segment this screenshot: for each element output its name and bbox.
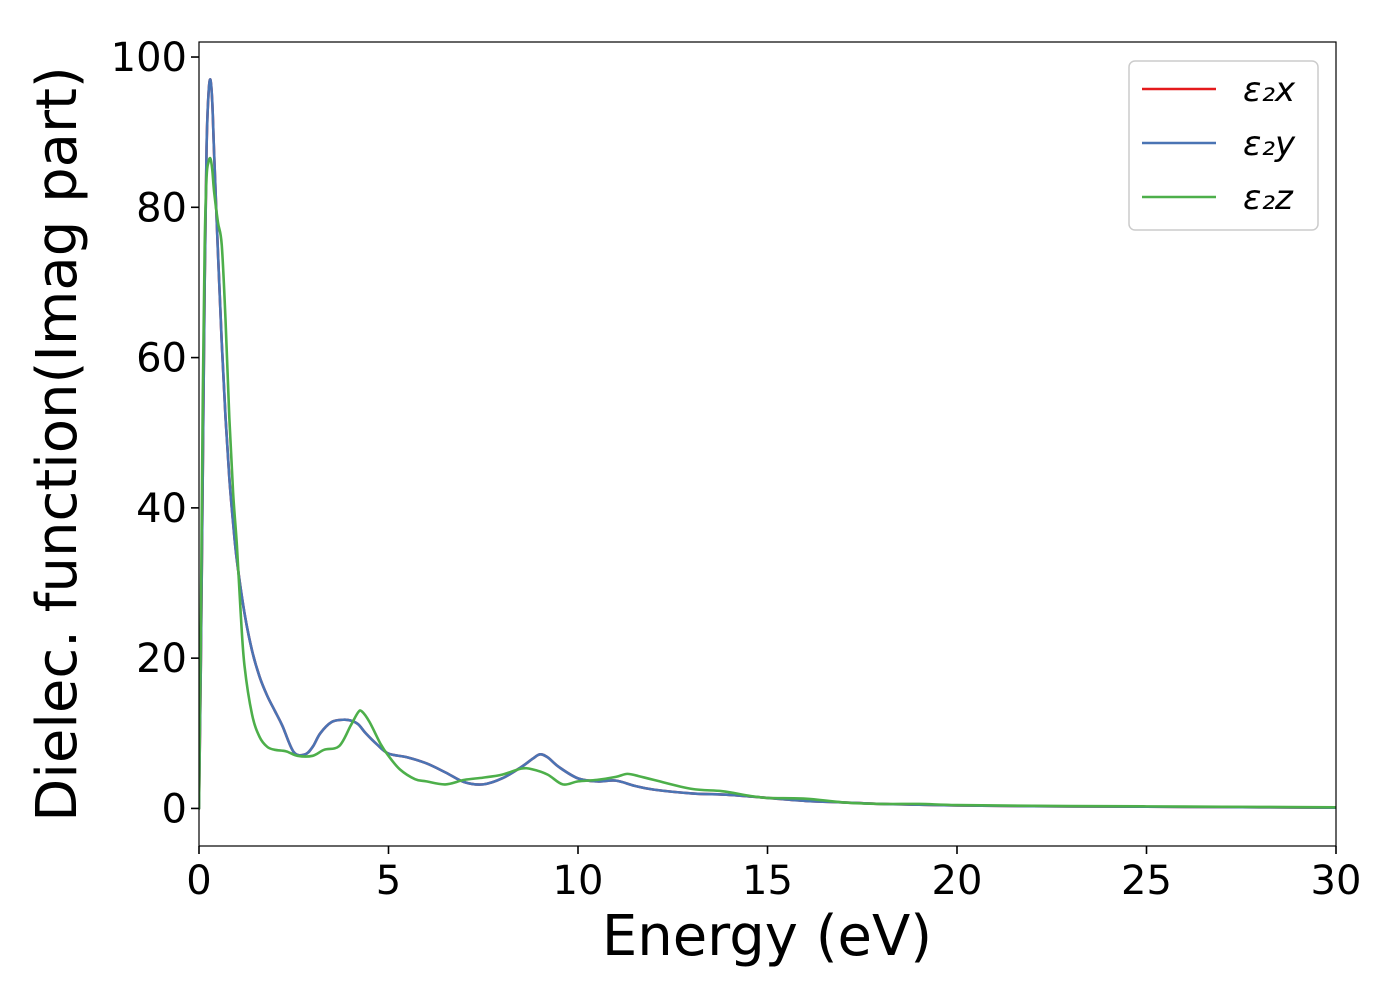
legend-box [1128,60,1319,231]
legend-entry-x: ε₂x [1142,70,1296,110]
legend: ε₂x ε₂y ε₂z [1128,60,1319,231]
y-axis-label: Dielec. function(Imag part) [25,66,90,822]
x-tick-label: 5 [376,858,401,904]
x-tick-label: 15 [742,858,793,904]
x-axis-label: Energy (eV) [602,904,932,969]
x-tick-label: 0 [186,858,211,904]
legend-label: ε₂z [1243,178,1294,218]
y-tick-label: 0 [162,786,187,832]
y-tick-label: 20 [136,636,187,682]
x-tick-label: 25 [1121,858,1172,904]
y-tick-label: 80 [136,185,187,231]
y-tick-label: 40 [136,486,187,532]
y-axis: 0 20 40 60 80 100 [111,35,199,832]
x-tick-label: 10 [553,858,604,904]
legend-entry-z: ε₂z [1142,178,1294,218]
x-tick-label: 20 [932,858,983,904]
legend-label: ε₂x [1243,70,1296,110]
y-tick-label: 100 [111,35,187,81]
legend-entry-y: ε₂y [1142,124,1296,164]
series-layer [199,78,1336,810]
legend-label: ε₂y [1243,124,1296,164]
series-z-line [199,156,1336,810]
y-tick-label: 60 [136,336,187,382]
x-axis: 0 5 10 15 20 25 30 [186,846,1361,904]
x-tick-label: 30 [1311,858,1362,904]
